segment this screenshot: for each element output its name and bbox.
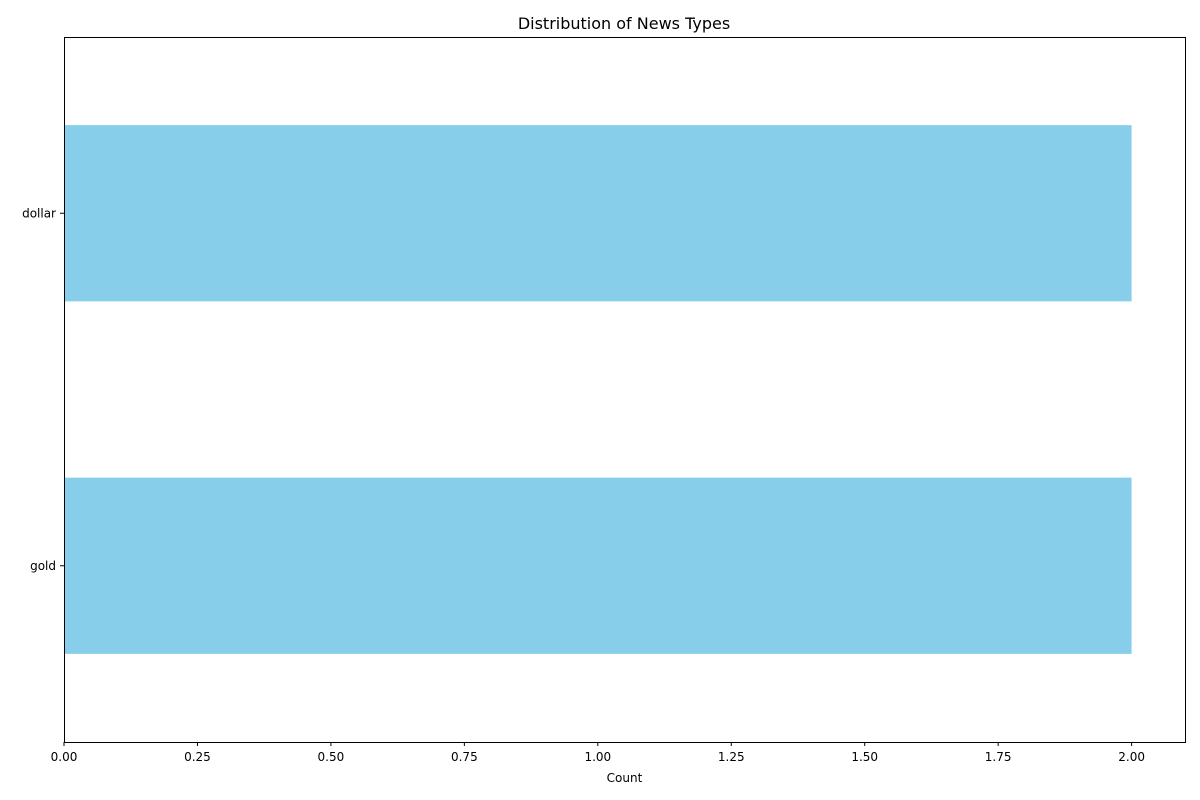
x-axis-label: Count [607, 771, 643, 785]
x-tick-label: 0.75 [451, 750, 478, 764]
y-tick-label: dollar [22, 206, 56, 220]
bars [64, 125, 1132, 654]
x-axis-ticks: 0.00 0.25 0.50 0.75 1.00 1.25 1.50 1.75 2.00 [51, 742, 1145, 764]
bar-dollar [64, 125, 1132, 302]
x-tick-label: 1.25 [718, 750, 745, 764]
plot-frame [64, 37, 1186, 743]
y-axis-ticks: dollar gold [22, 206, 64, 573]
x-tick-label: 0.25 [184, 750, 211, 764]
x-tick-label: 1.00 [584, 750, 611, 764]
x-tick-label: 1.50 [851, 750, 878, 764]
chart-title: Distribution of News Types [518, 14, 730, 33]
bar-gold [64, 477, 1132, 654]
x-tick-label: 0.50 [318, 750, 345, 764]
x-tick-label: 2.00 [1118, 750, 1145, 764]
x-tick-label: 0.00 [51, 750, 78, 764]
x-tick-label: 1.75 [985, 750, 1012, 764]
y-tick-label: gold [30, 559, 56, 573]
